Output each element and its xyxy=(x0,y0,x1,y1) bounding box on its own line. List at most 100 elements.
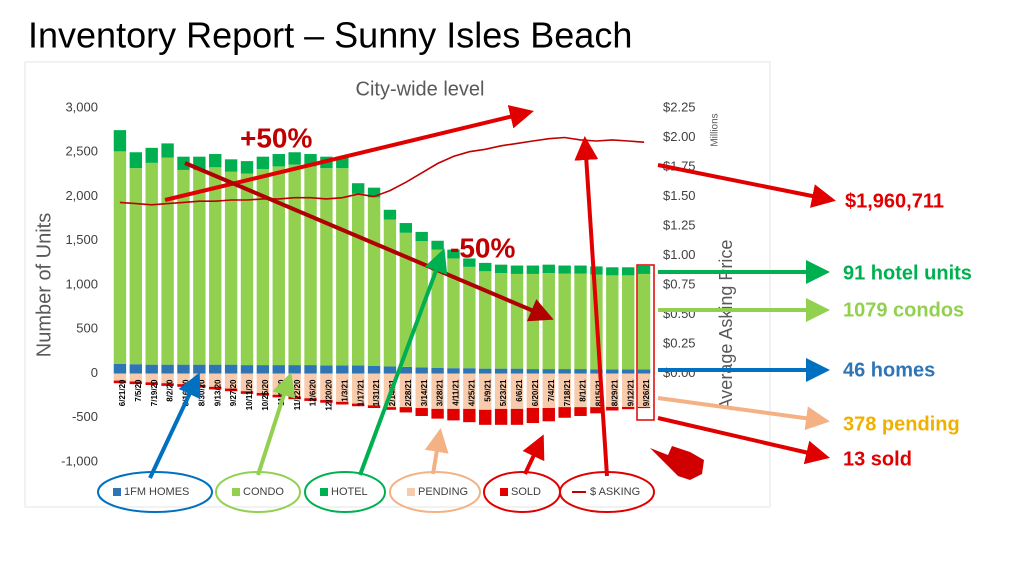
bar-segment xyxy=(113,380,127,384)
bar-segment xyxy=(447,258,460,369)
bar-segment xyxy=(574,373,587,408)
bar-segment xyxy=(209,364,222,374)
bar-segment xyxy=(320,400,333,403)
x-tick-label: 9/13/20 xyxy=(213,379,222,406)
bar-segment xyxy=(574,407,587,416)
bar-segment xyxy=(463,266,476,369)
bar-segment xyxy=(510,373,524,409)
bar-segment xyxy=(494,264,508,274)
y-tick-label: 3,000 xyxy=(65,99,98,114)
bar-segment xyxy=(479,373,492,410)
bar-segment xyxy=(526,373,540,409)
bar-segment xyxy=(193,169,206,365)
bar-segment xyxy=(336,373,349,402)
bar-segment xyxy=(367,187,381,198)
bar-segment xyxy=(161,373,174,384)
bar-segment xyxy=(415,373,428,409)
bar-segment xyxy=(209,373,222,387)
bar-segment xyxy=(494,273,508,369)
bar-segment xyxy=(145,373,158,383)
bar-segment xyxy=(256,373,270,393)
bar-segment xyxy=(431,240,444,250)
x-tick-label: 8/29/21 xyxy=(610,379,619,406)
bar-segment xyxy=(447,249,460,259)
x-tick-label: 10/11/20 xyxy=(245,379,254,410)
bar-segment xyxy=(320,365,333,374)
x-tick-label: 9/26/21 xyxy=(642,379,651,406)
x-tick-label: 5/23/21 xyxy=(499,379,508,406)
y2-tick-label: $0.25 xyxy=(663,335,696,350)
arrow xyxy=(657,396,830,431)
bar-segment xyxy=(145,364,158,374)
bar-segment xyxy=(542,373,555,409)
legend-label: CONDO xyxy=(243,486,284,498)
bar-segment xyxy=(351,193,365,366)
bar-segment xyxy=(256,392,270,396)
x-tick-label: 6/20/21 xyxy=(531,379,540,406)
annotation: 378 pending xyxy=(843,413,960,435)
hand-icon xyxy=(650,446,704,480)
y-tick-label: 1,000 xyxy=(65,276,98,291)
x-tick-label: 8/30/20 xyxy=(197,379,206,406)
bar-segment xyxy=(606,275,619,370)
y-axis-title: Number of Units xyxy=(33,213,55,358)
bar-segment xyxy=(479,409,492,425)
x-tick-label: 7/18/21 xyxy=(563,379,572,406)
y2-tick-label: $2.00 xyxy=(663,129,696,144)
bar-segment xyxy=(558,407,571,418)
legend-swatch xyxy=(232,488,240,496)
arrow xyxy=(657,163,836,208)
bar-segment xyxy=(320,373,333,401)
legend-label: 1FM HOMES xyxy=(124,486,189,498)
x-tick-label: 10/25/20 xyxy=(261,379,270,411)
legend-swatch xyxy=(500,488,508,496)
bar-segment xyxy=(431,373,444,409)
x-tick-label: 12/20/20 xyxy=(325,379,334,411)
arrow xyxy=(256,372,296,476)
bar-segment xyxy=(447,373,460,409)
arrow xyxy=(358,248,448,476)
bar-segment xyxy=(590,266,603,275)
y-tick-label: 1,500 xyxy=(65,232,98,247)
bar-segment xyxy=(494,368,508,374)
bar-segment xyxy=(558,373,571,408)
bar-segment xyxy=(606,369,619,374)
x-tick-label: 7/5/20 xyxy=(134,379,143,402)
bar-segment xyxy=(606,267,619,276)
bar-segment xyxy=(304,365,317,374)
annotation: +50% xyxy=(240,122,312,153)
y-tick-label: 0 xyxy=(91,365,98,380)
bar-segment xyxy=(606,373,619,407)
bar-segment xyxy=(558,265,571,274)
bar-segment xyxy=(383,219,397,367)
bar-segment xyxy=(367,373,381,406)
bar-segment xyxy=(224,388,238,392)
arrow xyxy=(184,161,554,322)
bar-segment xyxy=(161,143,174,158)
legend-label: PENDING xyxy=(418,486,468,498)
arrow xyxy=(424,428,449,475)
bar-segment xyxy=(479,262,492,272)
bar-segment xyxy=(621,275,635,370)
bar-segment xyxy=(193,364,206,374)
arrow xyxy=(657,416,830,465)
arrow xyxy=(522,434,545,475)
bar-segment xyxy=(383,407,397,410)
bar-segment xyxy=(447,368,460,374)
bar-segment xyxy=(161,157,174,365)
bar-segment xyxy=(288,152,301,165)
bar-segment xyxy=(113,363,127,374)
bar-segment xyxy=(224,159,238,172)
bar-segment xyxy=(272,166,285,366)
price-line xyxy=(119,136,645,206)
annotation: 46 homes xyxy=(843,359,935,381)
bar-segment xyxy=(574,273,587,370)
bar-segment xyxy=(145,162,158,365)
y2-tick-label: $2.25 xyxy=(663,99,696,114)
x-tick-label: 7/19/20 xyxy=(150,379,159,406)
bar-segment xyxy=(479,368,492,374)
bar-segment xyxy=(209,386,222,390)
y2-tick-label: $1.50 xyxy=(663,188,696,203)
bar-segment xyxy=(463,368,476,374)
bar-segment xyxy=(288,365,301,374)
